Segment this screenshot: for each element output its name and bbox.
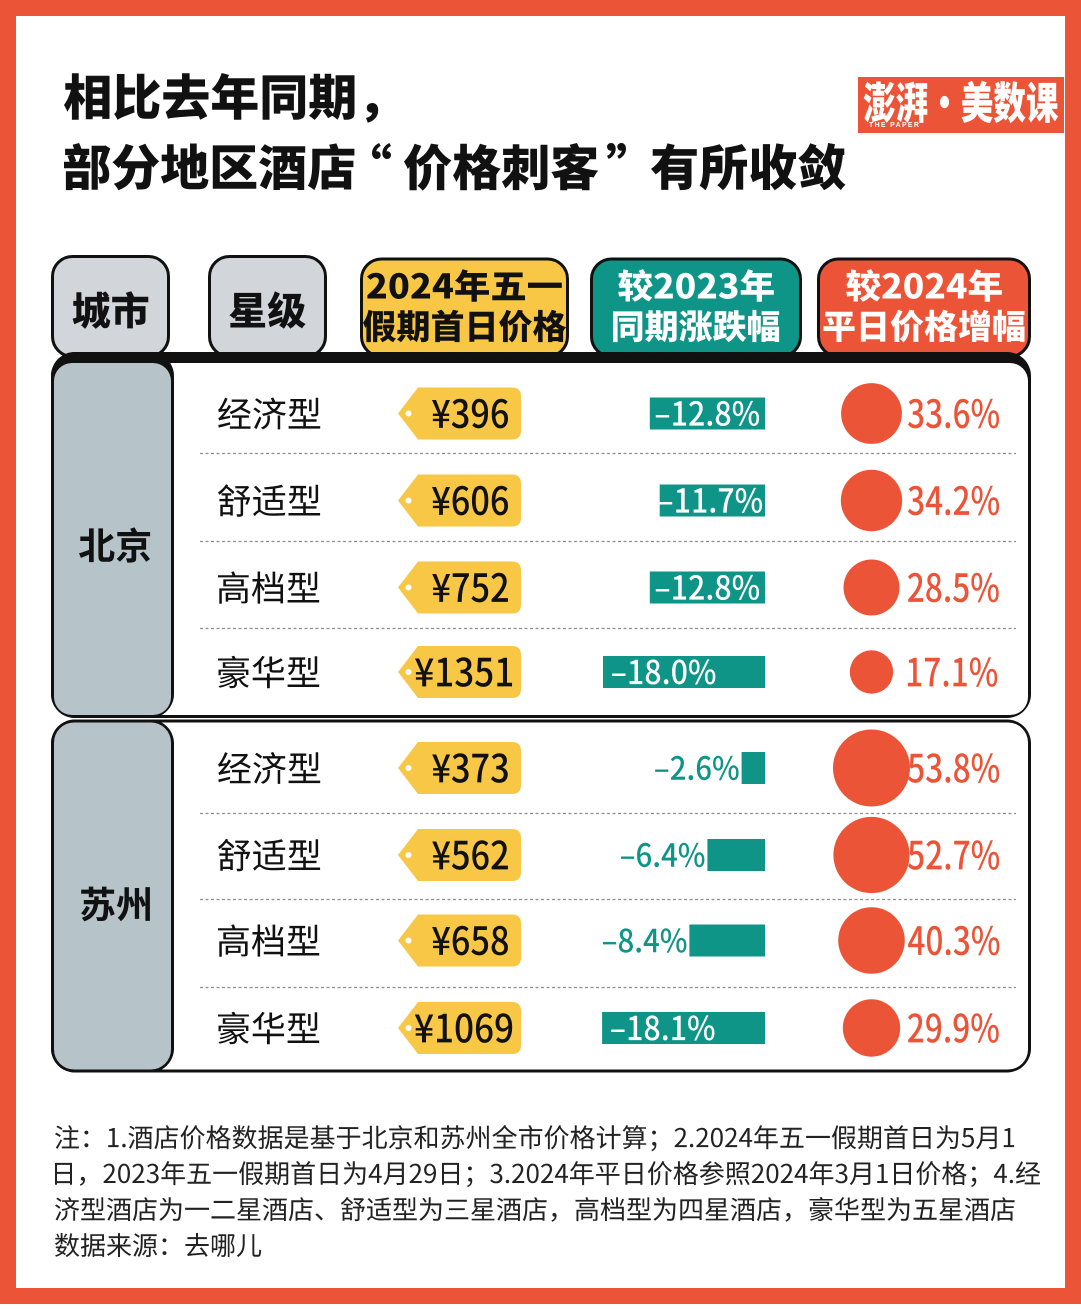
svg-text:THE PAPER: THE PAPER: [869, 122, 920, 129]
